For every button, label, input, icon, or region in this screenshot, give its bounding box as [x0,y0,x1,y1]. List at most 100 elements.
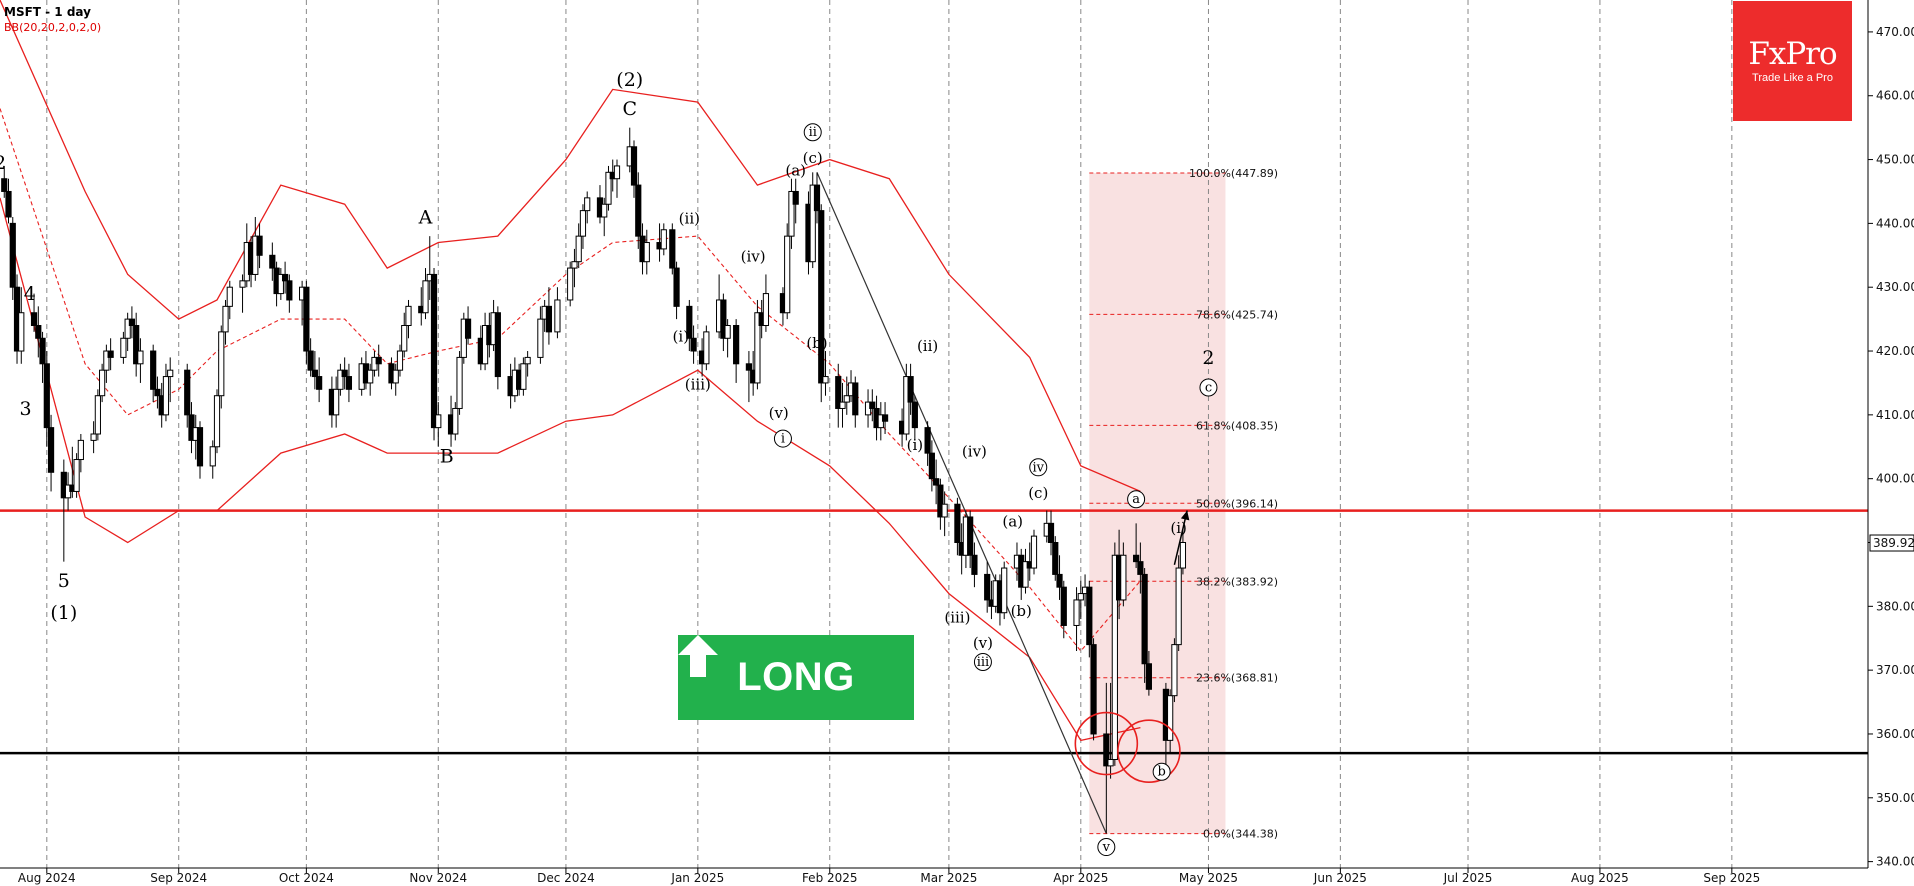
wave-label: (iii) [685,375,711,393]
wave-label: (iv) [741,248,766,266]
candle [971,542,978,588]
candle-body [1052,542,1059,575]
candle [435,402,442,447]
candle-body [1086,586,1093,646]
candle-body [575,235,582,263]
candle-body [213,395,221,448]
fib-level-label: 78.6%(425.74) [1196,308,1278,321]
x-tick-label: Aug 2024 [18,871,76,885]
candle [579,204,587,249]
candle [73,453,80,498]
candle-body [745,363,753,371]
candle-body [405,305,412,326]
candle [839,382,846,428]
candle [375,344,382,377]
candle-body [9,222,16,288]
candle-body [184,369,191,416]
candle-body [396,350,404,371]
wave-label: ii [809,125,817,140]
candle-body [375,356,382,365]
candle [843,376,850,415]
candle-body [724,325,731,339]
candle [77,434,84,473]
candle-body [337,369,344,390]
candle-body [226,286,233,307]
candle [635,172,642,249]
candle [128,306,136,339]
candle-body [554,299,561,333]
candle-body [984,573,991,601]
candle [835,363,842,428]
candle-body [1107,759,1114,767]
candle-body [937,484,944,518]
candle [209,440,216,479]
candle [554,287,561,339]
candle [669,223,676,275]
candle-body [1047,522,1055,544]
candle [784,223,791,320]
logo-tagline: Trade Like a Pro [1752,72,1833,84]
candle [984,561,991,613]
candle-body [1060,586,1067,626]
wave-label: 2 [1202,347,1214,369]
candle-body [124,318,131,339]
candle [405,299,412,339]
x-tick-label: Feb 2025 [802,871,858,885]
candle-body [941,503,948,518]
y-tick-label: 450.00 [1876,153,1914,167]
candle [213,389,221,454]
candle [724,319,731,358]
candle-body [933,478,940,486]
candle-body [94,395,101,435]
candle-body [784,235,791,314]
x-tick-label: Sep 2025 [1703,871,1760,885]
y-tick-label: 470.00 [1876,25,1914,39]
candle [1047,510,1055,556]
candle-body [18,312,25,352]
candle-body [1022,561,1029,588]
candle-body [35,325,42,339]
wave-label: (i) [1170,519,1187,537]
candle [933,459,940,505]
candle-body [286,280,293,301]
candle-body [311,369,318,378]
wave-label: A [418,206,433,228]
wave-label-circle [803,123,822,142]
candle [367,363,374,396]
candle [337,363,344,396]
y-tick-label: 380.00 [1876,599,1914,613]
candle-body [43,363,50,429]
y-tick-label: 460.00 [1876,89,1914,103]
candle-body [47,427,55,473]
fib-level-label: 100.0%(447.89) [1189,167,1278,180]
wave-label: (iv) [962,442,987,460]
candle-body [669,229,676,269]
x-tick-label: Apr 2025 [1053,871,1108,885]
candle [333,376,340,428]
candle-body [162,376,170,416]
wave-label: 4 [24,283,36,305]
candle [673,261,680,320]
wave-label: (i) [673,327,690,345]
y-tick-label: 400.00 [1876,472,1914,486]
candle-body [103,350,110,371]
candle [1111,542,1118,766]
candle [494,306,501,390]
candle-body [435,414,442,429]
highlight-circle [1117,719,1181,784]
candle-body [133,325,140,365]
candle [1077,580,1084,620]
candle-body [1175,567,1182,646]
y-tick-label: 410.00 [1876,408,1914,422]
fib-level-label: 50.0%(396.14) [1196,497,1278,510]
candle-body [520,363,527,390]
candle-body [401,325,408,352]
candle-body [73,459,80,492]
candle-body [1077,593,1084,601]
candle [107,338,114,371]
long-signal-banner: LONG [678,635,914,720]
candle-body [222,305,229,333]
candle-body [567,267,574,301]
candle-body [809,184,816,263]
candle-body [605,171,612,205]
